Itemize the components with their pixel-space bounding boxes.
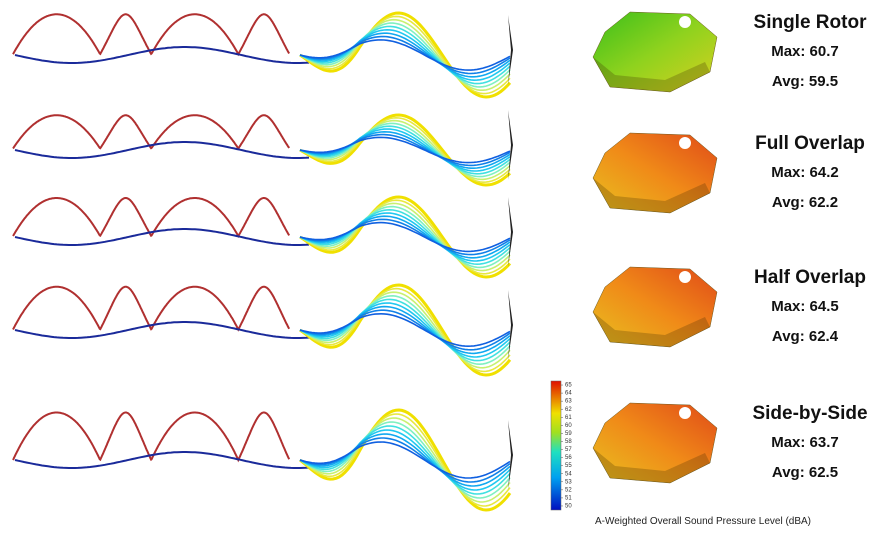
wake-sheet [300, 23, 510, 87]
colorbar-label: 61 [565, 415, 572, 421]
colorbar-label: 51 [565, 495, 572, 501]
colorbar-label: 64 [565, 391, 572, 397]
colorbar-label: 59 [565, 431, 572, 437]
root-vortex-blue [15, 322, 309, 338]
wake-sheet [300, 118, 510, 182]
hub-notch [679, 407, 691, 419]
tip-vortex-red [13, 413, 289, 461]
figure: A-Weighted Overall Sound Pressure Level … [0, 0, 875, 533]
max-value: Max: 64.2 [771, 164, 839, 181]
tip-vortex-red [13, 14, 289, 54]
colorbar-label: 65 [565, 383, 572, 389]
colorbar-label: 54 [565, 471, 572, 477]
colorbar-label: 55 [565, 463, 572, 469]
colorbar-label: 63 [565, 399, 572, 405]
wake-sheet [300, 207, 510, 268]
tip-vortex-red [13, 115, 289, 148]
colorbar-label: 58 [565, 439, 572, 445]
avg-value: Avg: 62.4 [772, 328, 839, 345]
wake-sheet [300, 410, 510, 510]
caption: A-Weighted Overall Sound Pressure Level … [595, 516, 811, 527]
panel-title: Half Overlap [754, 267, 866, 288]
panel-title: Single Rotor [754, 12, 868, 33]
wake-sheet [300, 123, 510, 176]
root-vortex-blue [15, 229, 309, 245]
wake-visualizations [13, 13, 513, 510]
wake-sheet [300, 285, 510, 375]
wake-sheet [300, 197, 510, 277]
wake-sheet [300, 289, 510, 372]
wake-sheet [300, 200, 510, 274]
wake-sheet [300, 296, 510, 364]
wake-sheet [300, 16, 510, 93]
hub-notch [679, 16, 691, 28]
colorbar-label: 62 [565, 407, 572, 413]
root-vortex-blue [15, 142, 309, 158]
tip-vortex-red [13, 287, 289, 330]
rotor-blade [508, 290, 513, 360]
colorbar-label: 52 [565, 487, 572, 493]
max-value: Max: 60.7 [771, 43, 839, 60]
panel-title: Full Overlap [755, 133, 865, 154]
colorbar-label: 60 [565, 423, 572, 429]
avg-value: Avg: 62.2 [772, 194, 838, 211]
hub-notch [679, 271, 691, 283]
panel-title: Side-by-Side [752, 403, 867, 424]
avg-value: Avg: 62.5 [772, 464, 838, 481]
colorbar-label: 57 [565, 447, 572, 453]
wake-sheet [300, 414, 510, 506]
hub-notch [679, 137, 691, 149]
avg-value: Avg: 59.5 [772, 73, 838, 90]
colorbar-label: 53 [565, 479, 572, 485]
max-value: Max: 64.5 [771, 298, 839, 315]
max-value: Max: 63.7 [771, 434, 839, 451]
colorbar-label: 50 [565, 504, 572, 510]
colorbar [551, 381, 561, 510]
colorbar-label: 56 [565, 455, 572, 461]
tip-vortex-red [13, 198, 289, 236]
root-vortex-blue [15, 452, 309, 468]
root-vortex-blue [15, 47, 309, 63]
hub-surfaces [593, 12, 717, 483]
wake-sheet [300, 13, 510, 97]
wake-sheet [300, 422, 510, 498]
